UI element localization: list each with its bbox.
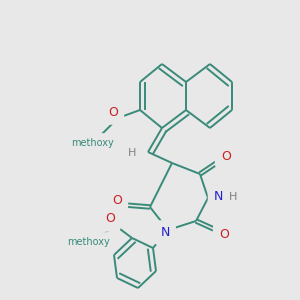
Text: O: O	[108, 106, 118, 118]
Text: O: O	[105, 212, 115, 226]
Text: O: O	[112, 194, 122, 206]
Text: N: N	[214, 190, 224, 203]
Text: O: O	[219, 229, 229, 242]
Text: N: N	[160, 226, 170, 239]
Text: methoxy: methoxy	[67, 237, 110, 247]
Text: O: O	[221, 151, 231, 164]
Text: H: H	[128, 148, 136, 158]
Text: H: H	[229, 192, 237, 202]
Text: methoxy: methoxy	[72, 138, 114, 148]
